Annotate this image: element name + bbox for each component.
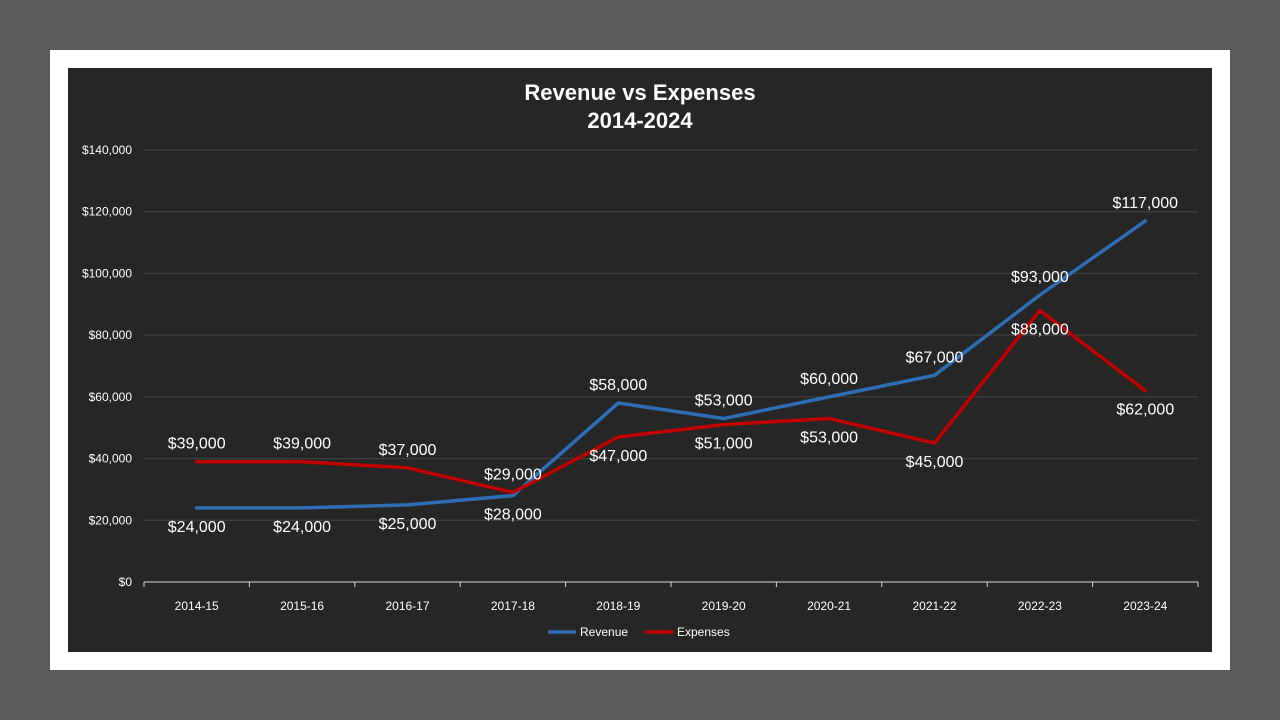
chart-subtitle: 2014-2024 (587, 108, 693, 133)
y-tick-label: $0 (119, 575, 133, 589)
y-tick-label: $20,000 (89, 513, 133, 527)
y-tick-label: $40,000 (89, 452, 133, 466)
data-label-revenue: $24,000 (168, 519, 226, 536)
x-tick-label: 2014-15 (175, 599, 219, 613)
legend[interactable]: Revenue Expenses (548, 625, 730, 639)
chart-area: Revenue vs Expenses 2014-2024 $0 $20,000 $… (68, 68, 1212, 652)
data-label-expenses: $39,000 (168, 436, 226, 453)
data-label-revenue: $25,000 (379, 516, 437, 533)
series-line-revenue (194, 219, 1148, 510)
data-label-revenue: $67,000 (906, 349, 964, 366)
data-label-revenue: $93,000 (1011, 269, 1069, 286)
x-tick-label: 2016-17 (385, 599, 429, 613)
legend-label-expenses[interactable]: Expenses (677, 625, 730, 639)
chart-frame: Revenue vs Expenses 2014-2024 $0 $20,000 $… (50, 50, 1230, 670)
data-label-revenue: $117,000 (1113, 195, 1179, 212)
data-label-expenses: $51,000 (695, 436, 753, 453)
data-label-expenses: $47,000 (589, 448, 647, 465)
y-tick-label: $80,000 (89, 328, 133, 342)
x-tick-label: 2023-24 (1123, 599, 1167, 613)
x-tick-label: 2019-20 (702, 599, 746, 613)
x-tick-label: 2017-18 (491, 599, 535, 613)
series-line-expenses (194, 308, 1148, 495)
data-label-expenses: $45,000 (906, 454, 964, 471)
x-tick-label: 2018-19 (596, 599, 640, 613)
data-label-expenses: $39,000 (273, 436, 331, 453)
data-label-expenses: $37,000 (379, 442, 437, 459)
x-tick-label: 2022-23 (1018, 599, 1062, 613)
data-label-revenue: $24,000 (273, 519, 331, 536)
data-label-expenses: $62,000 (1116, 402, 1174, 419)
data-label-expenses: $29,000 (484, 467, 542, 484)
y-tick-label: $140,000 (82, 143, 132, 157)
gridlines (144, 149, 1198, 521)
data-label-revenue: $28,000 (484, 507, 542, 524)
x-tick-label: 2020-21 (807, 599, 851, 613)
data-label-revenue: $60,000 (800, 371, 858, 388)
y-tick-label: $60,000 (89, 390, 133, 404)
data-label-revenue: $53,000 (695, 392, 753, 409)
x-tick-label: 2015-16 (280, 599, 324, 613)
data-label-revenue: $58,000 (589, 377, 647, 394)
y-tick-label: $100,000 (82, 266, 132, 280)
series-lines (194, 219, 1148, 510)
data-label-expenses: $88,000 (1011, 321, 1069, 338)
data-labels: $24,000 $39,000 $24,000 $39,000 $25,000 $37,0… (168, 195, 1178, 536)
axes: $0 $20,000 $40,000 $60,000 $80,000 $100,000 $1… (82, 143, 1199, 613)
data-label-expenses: $53,000 (800, 429, 858, 446)
x-tick-label: 2021-22 (912, 599, 956, 613)
y-tick-label: $120,000 (82, 205, 132, 219)
chart-title: Revenue vs Expenses (524, 80, 755, 105)
legend-label-revenue[interactable]: Revenue (580, 625, 628, 639)
line-chart: Revenue vs Expenses 2014-2024 $0$20,000$… (82, 80, 1199, 639)
